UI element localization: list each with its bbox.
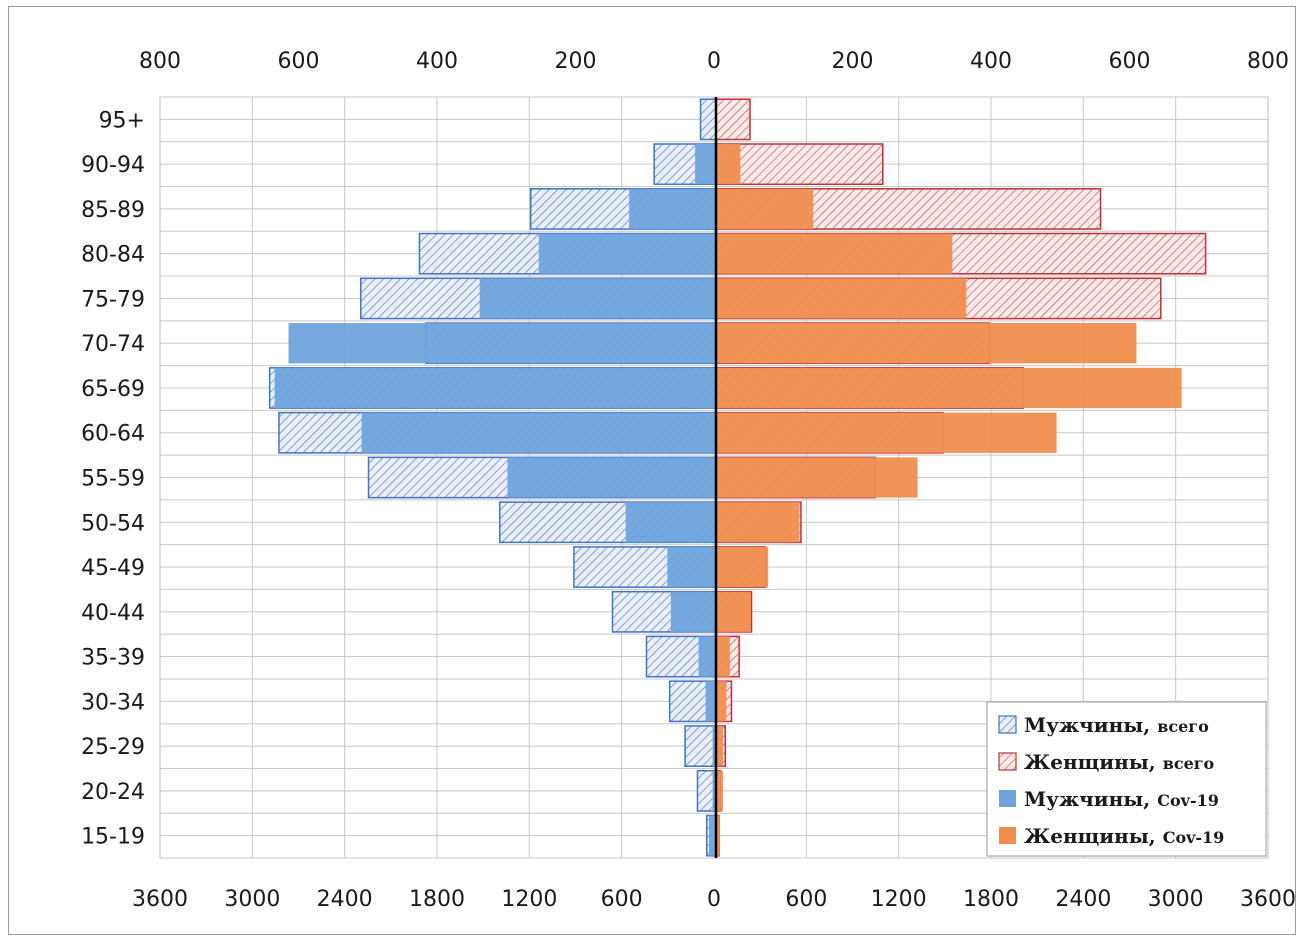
category-label: 40-44 [81,601,145,626]
top-tick-label: 800 [139,49,181,74]
bar-total-male-25-29 [684,725,717,767]
bottom-tick-label: 3600 [1240,887,1296,912]
category-labels: 15-19 20-24 25-29 30-34 35-39 40-44 45-49 50-54… [81,108,145,849]
bar-covid-male-65-69 [274,367,716,409]
bar-covid-female-35-39 [716,636,730,677]
bottom-tick-label: 3600 [132,887,188,912]
bars-covid [274,144,1182,856]
legend: Мужчины, всего Женщины, всего Мужчины, Cov… [986,701,1267,857]
category-label: 15-19 [81,825,145,850]
category-label: 60-64 [81,422,145,447]
bar-covid-male-85-89 [629,188,716,230]
bar-covid-female-25-29 [716,725,723,767]
legend-box [986,701,1267,857]
bar-covid-female-50-54 [716,502,800,543]
legend-entry: Женщины, всего [1024,750,1215,774]
bar-covid-male-30-34 [705,681,716,722]
legend-entry: Мужчины, всего [1024,713,1209,737]
bottom-tick-label: 1200 [871,887,927,912]
category-label: 85-89 [81,198,145,223]
bottom-tick-label: 600 [601,887,643,912]
category-label: 45-49 [81,556,145,581]
legend-swatch [999,827,1016,844]
category-label: 20-24 [81,780,145,805]
bar-covid-female-55-59 [716,457,918,498]
bar-covid-female-15-19 [716,815,720,856]
bar-covid-female-75-79 [716,278,967,319]
bar-covid-male-45-49 [667,546,716,588]
top-tick-label: 0 [707,49,721,74]
bar-covid-female-70-74 [716,323,1137,364]
bar-covid-female-60-64 [716,412,1057,453]
bottom-tick-label: 3000 [224,887,280,912]
top-tick-label: 200 [555,49,597,74]
bar-covid-female-30-34 [716,681,727,722]
bar-total-male-95+ [699,98,717,141]
category-label: 30-34 [81,690,145,715]
category-label: 75-79 [81,287,145,312]
bar-total-female-95+ [715,98,751,141]
top-tick-label: 400 [416,49,458,74]
category-label: 50-54 [81,511,145,536]
bar-covid-female-85-89 [716,188,814,230]
bar-covid-female-65-69 [716,367,1182,409]
category-label: 55-59 [81,467,145,492]
category-label: 90-94 [81,153,145,178]
bar-covid-male-40-44 [670,591,716,632]
bar-covid-male-75-79 [479,278,716,319]
bar-covid-male-15-19 [709,815,716,856]
bottom-tick-label: 600 [785,887,827,912]
category-label: 65-69 [81,377,145,402]
top-tick-label: 400 [970,49,1012,74]
bar-covid-female-40-44 [716,591,751,632]
bar-covid-female-90-94 [716,144,741,185]
bottom-tick-label: 1800 [963,887,1019,912]
bar-covid-male-35-39 [698,636,716,677]
legend-swatch [998,715,1017,734]
bar-covid-female-20-24 [716,770,723,811]
category-label: 35-39 [81,646,145,671]
bar-covid-male-90-94 [695,144,716,185]
bottom-tick-label: 0 [707,887,721,912]
bottom-tick-label: 1800 [409,887,465,912]
bar-covid-male-25-29 [712,725,716,767]
bottom-tick-label: 2400 [1055,887,1111,912]
bar-covid-male-60-64 [361,412,716,453]
bar-covid-male-50-54 [625,502,716,543]
bottom-tick-label: 3000 [1148,887,1204,912]
bar-covid-male-55-59 [507,457,716,498]
top-tick-label: 800 [1247,49,1289,74]
legend-swatch [999,790,1016,807]
legend-entry: Мужчины, Cov-19 [1024,787,1219,811]
top-axis-ticks: 800 600 400 200 0 200 400 600 800 [139,49,1289,74]
category-label: 95+ [99,108,145,133]
bar-covid-male-80-84 [538,233,716,274]
top-tick-label: 600 [1109,49,1151,74]
bottom-axis-ticks: 3600 3000 2400 1800 1200 600 0 600 1200 1800 2400 3… [132,887,1296,912]
bar-covid-female-45-49 [716,546,769,588]
bar-covid-male-20-24 [712,770,716,811]
category-label: 70-74 [81,332,145,357]
bar-total-female-90-94 [715,143,884,186]
bottom-tick-label: 2400 [317,887,373,912]
top-tick-label: 200 [832,49,874,74]
legend-entry: Женщины, Cov-19 [1024,824,1224,848]
legend-swatch [998,752,1017,771]
bar-covid-female-80-84 [716,233,953,274]
category-label: 25-29 [81,735,145,760]
top-tick-label: 600 [278,49,320,74]
category-label: 80-84 [81,243,145,268]
bottom-tick-label: 1200 [501,887,557,912]
bar-covid-male-70-74 [288,323,716,364]
